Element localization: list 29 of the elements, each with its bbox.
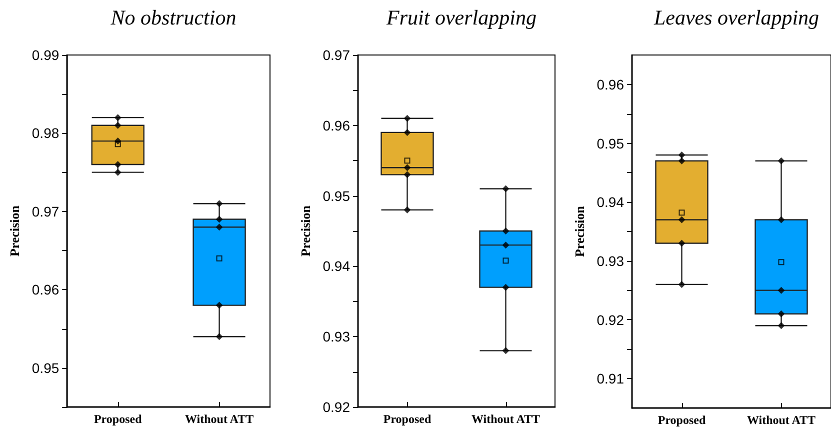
y-tick-label: 0.95 (596, 135, 624, 152)
y-tick-label: 0.97 (32, 203, 60, 220)
y-tick-label: 0.99 (32, 47, 60, 63)
x-tick-label: Without ATT (185, 412, 254, 426)
y-axis-title: Precision (572, 205, 587, 258)
chart-title: Fruit overlapping (386, 6, 536, 30)
y-tick-label: 0.91 (596, 370, 624, 387)
y-tick-label: 0.97 (322, 47, 350, 63)
y-tick-label: 0.96 (32, 282, 60, 298)
y-tick-label: 0.95 (322, 188, 350, 204)
y-axis-title: Precision (7, 204, 22, 257)
x-tick-label: Proposed (383, 412, 432, 426)
y-tick-label: 0.98 (32, 125, 60, 142)
y-tick-label: 0.94 (322, 258, 350, 274)
x-tick-label: Without ATT (471, 412, 540, 426)
x-tick-label: Without ATT (746, 413, 816, 427)
y-tick-label: 0.92 (322, 399, 350, 415)
y-tick-label: 0.93 (596, 252, 624, 269)
y-tick-label: 0.93 (322, 328, 350, 345)
y-tick-label: 0.96 (322, 117, 350, 134)
y-axis-title: Precision (298, 204, 313, 257)
y-tick-label: 0.95 (32, 360, 60, 376)
chart-title: Leaves overlapping (652, 6, 820, 30)
y-tick-label: 0.94 (596, 194, 624, 210)
x-tick-label: Proposed (658, 413, 706, 427)
chart-title: No obstruction (110, 6, 236, 30)
x-tick-label: Proposed (94, 412, 142, 426)
y-tick-label: 0.92 (596, 312, 624, 328)
y-tick-label: 0.96 (596, 76, 624, 92)
